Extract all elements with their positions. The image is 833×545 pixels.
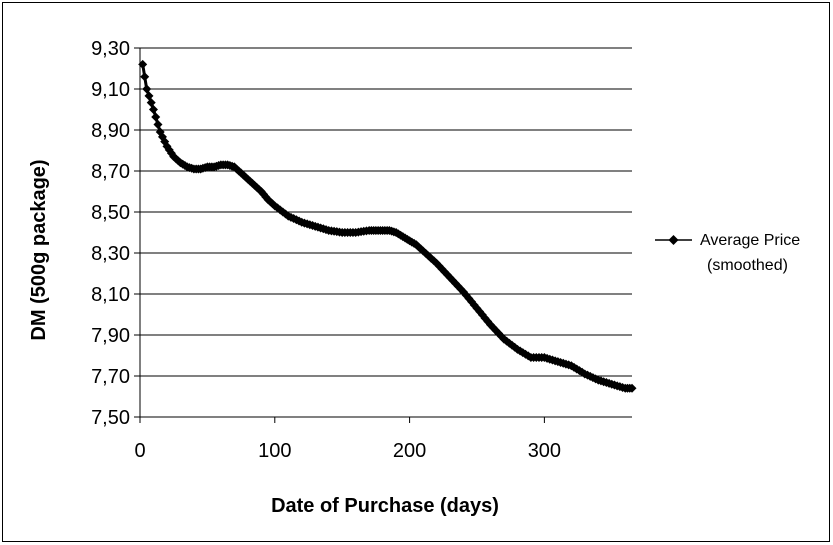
- series-marker: [510, 342, 520, 352]
- series-marker: [254, 184, 264, 194]
- x-tick-label: 300: [528, 440, 561, 462]
- y-tick-label: 9,30: [91, 38, 130, 60]
- y-tick-label: 9,10: [91, 79, 130, 101]
- y-tick-label: 7,70: [91, 366, 130, 388]
- x-axis-title: Date of Purchase (days): [271, 495, 499, 517]
- data-point: [138, 59, 148, 69]
- y-tick-label: 8,90: [91, 120, 130, 142]
- data-point: [142, 84, 152, 94]
- series-marker: [144, 91, 154, 101]
- series-marker: [268, 199, 278, 209]
- series-marker: [625, 383, 635, 393]
- series-marker: [153, 120, 163, 130]
- series-marker: [442, 270, 452, 280]
- series-marker: [496, 331, 506, 341]
- series-marker: [140, 72, 150, 82]
- series-marker: [151, 112, 161, 122]
- series-marker: [469, 300, 479, 310]
- series-marker: [166, 148, 176, 158]
- x-tick-label: 0: [134, 440, 145, 462]
- series-marker: [537, 353, 547, 363]
- legend: Average Price (smoothed): [655, 232, 800, 274]
- series-marker: [456, 284, 466, 294]
- y-tick-label: 8,10: [91, 284, 130, 306]
- series-marker: [361, 226, 371, 236]
- series-marker: [146, 98, 156, 108]
- legend-label-line-2: (smoothed): [707, 257, 788, 274]
- y-tick-label: 7,90: [91, 325, 130, 347]
- series-average-price: [138, 59, 637, 393]
- y-tick-label: 8,30: [91, 243, 130, 265]
- y-tick-label: 7,50: [91, 407, 130, 429]
- series-marker: [334, 227, 344, 237]
- legend-marker: [668, 235, 679, 245]
- axes: [134, 47, 632, 423]
- series-marker: [160, 137, 170, 147]
- y-tick-label: 8,50: [91, 202, 130, 224]
- grid-lines: [140, 47, 632, 377]
- y-axis-title: DM (500g package): [28, 159, 50, 340]
- series-marker: [348, 228, 358, 237]
- y-tick-label: 8,70: [91, 161, 130, 183]
- series-marker: [261, 192, 271, 202]
- x-tick-label: 100: [258, 440, 291, 462]
- x-tick-label: 200: [393, 440, 426, 462]
- data-point: [148, 105, 158, 114]
- x-tick-labels: 0 100 200 300: [134, 440, 561, 462]
- series-marker: [416, 244, 426, 254]
- y-tick-labels: 7,50 7,70 7,90 8,10 8,30 8,50 8,70 8,90 9,10 9,30: [91, 38, 130, 429]
- series-marker: [483, 316, 493, 326]
- legend-label-line-1: Average Price: [700, 232, 800, 249]
- series-marker: [429, 256, 439, 266]
